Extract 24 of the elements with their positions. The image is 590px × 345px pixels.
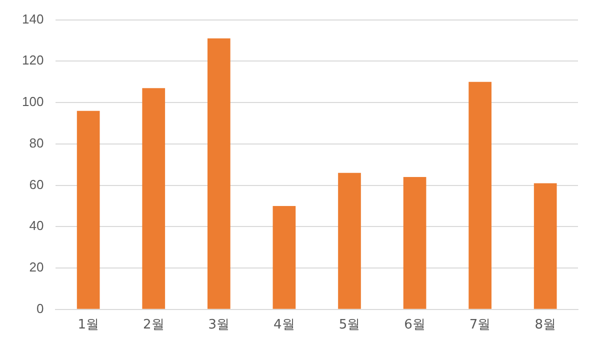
bar	[142, 88, 166, 309]
bar	[468, 82, 492, 309]
y-tick-label: 0	[36, 300, 44, 316]
y-tick-label: 120	[22, 52, 44, 68]
x-tick-label: 2월	[142, 318, 164, 333]
x-tick-label: 4월	[274, 318, 295, 333]
bar	[207, 38, 230, 309]
x-tick-label: 6월	[404, 318, 426, 333]
y-tick-label: 20	[29, 260, 44, 275]
bar	[338, 172, 361, 309]
x-tick-label: 8월	[534, 318, 556, 333]
x-tick-label: 1월	[78, 318, 99, 333]
bar	[534, 183, 557, 309]
y-tick-label: 80	[29, 135, 44, 150]
x-tick-label: 3월	[208, 318, 230, 333]
y-tick-label: 100	[22, 94, 44, 110]
y-tick-label: 140	[22, 11, 44, 26]
x-tick-label: 5월	[338, 318, 360, 333]
bar	[272, 206, 296, 309]
y-tick-label: 40	[29, 218, 44, 234]
x-tick-label: 7월	[469, 318, 491, 333]
bar	[403, 177, 426, 309]
bar	[76, 110, 100, 309]
y-tick-label: 60	[29, 176, 44, 192]
